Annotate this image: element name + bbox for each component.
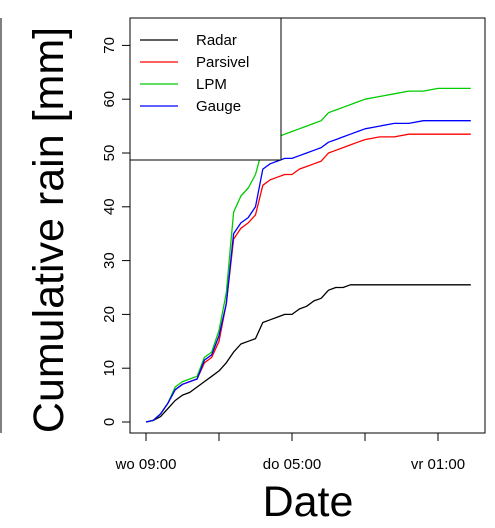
- y-tick-label: 40: [101, 198, 118, 215]
- y-tick-label: 0: [101, 418, 118, 426]
- y-tick-label: 20: [101, 306, 118, 323]
- y-tick-label: 70: [101, 37, 118, 54]
- y-tick-label: 30: [101, 252, 118, 269]
- x-tick-label: do 05:00: [263, 456, 321, 473]
- y-tick-label: 50: [101, 145, 118, 162]
- y-axis: 0 10 20 30 40 50 60 70: [101, 37, 130, 426]
- legend: Radar Parsivel LPM Gauge: [129, 17, 282, 161]
- y-axis-title: Cumulative rain [mm]: [25, 27, 73, 433]
- series-line-parsivel: [145, 133, 471, 423]
- x-tick-label: wo 09:00: [115, 456, 177, 473]
- legend-label-lpm: LPM: [196, 76, 227, 93]
- plot-frame: [129, 17, 486, 434]
- x-tick-label: vr 01:00: [411, 456, 465, 473]
- y-tick-label: 60: [101, 91, 118, 108]
- legend-label-radar: Radar: [196, 32, 237, 49]
- x-axis: wo 09:00 do 05:00 vr 01:00: [115, 433, 465, 473]
- legend-label-parsivel: Parsivel: [196, 54, 249, 71]
- series-line-radar: [145, 284, 471, 423]
- legend-box: [129, 17, 282, 161]
- legend-label-gauge: Gauge: [196, 98, 241, 115]
- x-axis-title: Date: [263, 478, 354, 526]
- y-tick-label: 10: [101, 360, 118, 377]
